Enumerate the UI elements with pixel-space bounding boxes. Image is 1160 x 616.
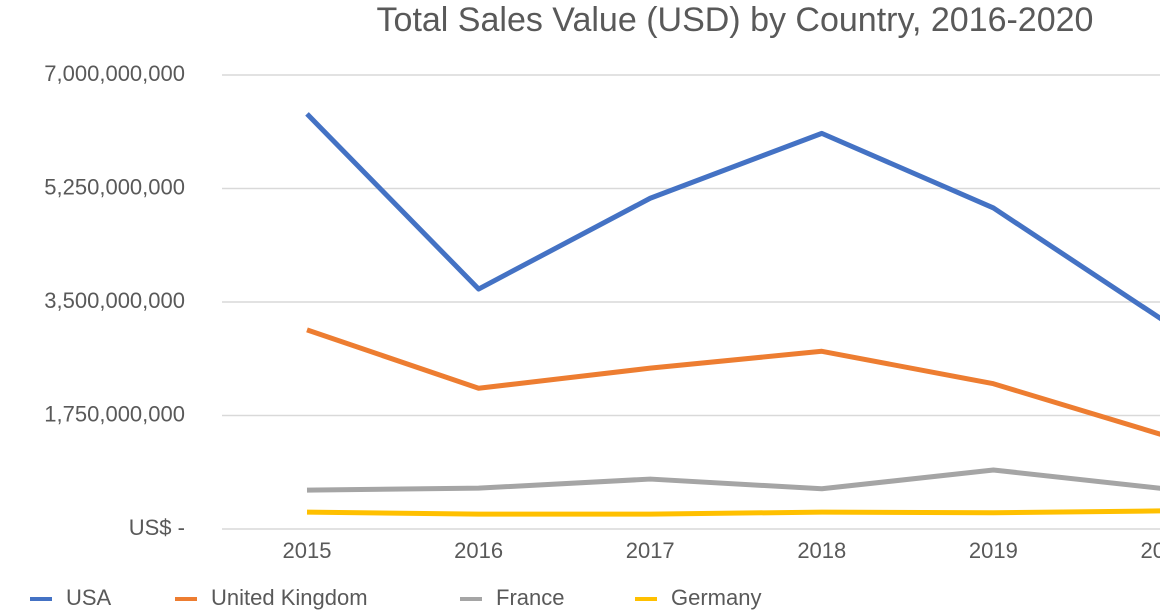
legend-label: United Kingdom <box>211 585 368 610</box>
legend-label: Germany <box>671 585 761 610</box>
x-tick-label: 2015 <box>283 538 332 563</box>
x-tick-label: 2020 <box>1141 538 1160 563</box>
x-tick-label: 2019 <box>969 538 1018 563</box>
x-tick-label: 2016 <box>454 538 503 563</box>
series-line <box>306 327 1160 437</box>
series-line <box>306 467 1160 493</box>
series-line <box>305 112 1160 322</box>
legend-label: France <box>496 585 564 610</box>
x-tick-label: 2018 <box>797 538 846 563</box>
y-tick-label: 1,750,000,000 <box>44 401 185 426</box>
series-line <box>306 508 1160 517</box>
y-tick-label: US$ - <box>129 515 185 540</box>
y-tick-label: 5,250,000,000 <box>44 174 185 199</box>
y-tick-label: 3,500,000,000 <box>44 288 185 313</box>
x-tick-label: 2017 <box>626 538 675 563</box>
y-tick-label: 7,000,000,000 <box>44 61 185 86</box>
legend-label: USA <box>66 585 112 610</box>
chart-title: Total Sales Value (USD) by Country, 2016… <box>377 1 1094 39</box>
